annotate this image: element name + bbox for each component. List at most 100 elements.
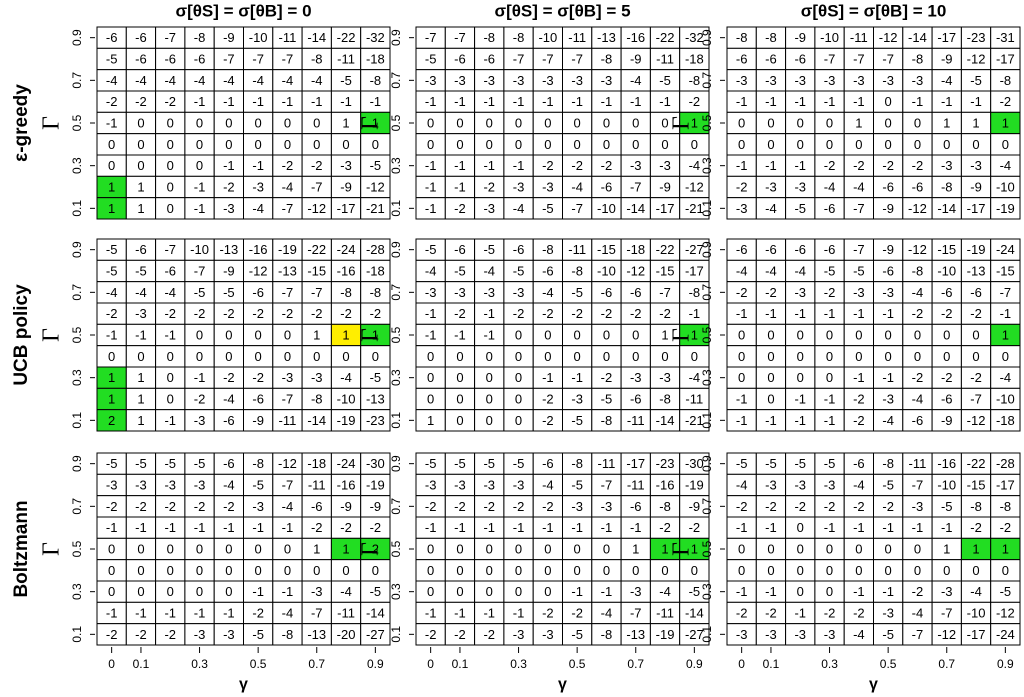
cell-value: -5 (483, 456, 495, 471)
cell-value: -4 (340, 370, 352, 385)
cell-value: -1 (164, 520, 176, 535)
cell-value: -8 (1000, 499, 1012, 514)
row-title: Boltzmann (11, 500, 32, 597)
cell-value: 0 (603, 541, 610, 556)
cell-value: -19 (996, 201, 1015, 216)
y-tick-label: 0.1 (389, 200, 403, 217)
cell-value: -3 (659, 370, 671, 385)
cell-value: -1 (425, 520, 437, 535)
cell-value: 0 (137, 349, 144, 364)
cell-value: -13 (597, 30, 616, 45)
cell-value: -7 (425, 30, 437, 45)
cell-value: -1 (282, 584, 294, 599)
cell-value: 0 (972, 137, 979, 152)
cell-value: -1 (794, 605, 806, 620)
cell-value: 0 (515, 391, 522, 406)
cell-value: -2 (630, 306, 642, 321)
cell-value: -5 (513, 456, 525, 471)
cell-value: -1 (941, 94, 953, 109)
cell-value: -1 (941, 520, 953, 535)
cell-value: -9 (252, 413, 264, 428)
cell-value: 0 (738, 137, 745, 152)
cell-value: 1 (342, 541, 349, 556)
cell-value: 0 (486, 413, 493, 428)
cell-value: -9 (882, 201, 894, 216)
cell-value: -8 (194, 30, 206, 45)
cell-value: -2 (252, 605, 264, 620)
cell-value: -1 (736, 94, 748, 109)
cell-value: -1 (794, 306, 806, 321)
cell-value: -3 (630, 158, 642, 173)
cell-value: -2 (252, 306, 264, 321)
cell-value: -4 (571, 179, 583, 194)
cell-value: -10 (538, 30, 557, 45)
cell-value: -14 (937, 201, 956, 216)
cell-value: -3 (912, 73, 924, 88)
cell-value: 0 (544, 349, 551, 364)
cell-value: 1 (108, 201, 115, 216)
cell-value: -3 (483, 477, 495, 492)
cell-value: -5 (194, 285, 206, 300)
cell-value: -1 (483, 306, 495, 321)
cell-value: -4 (282, 499, 294, 514)
cell-value: -4 (542, 477, 554, 492)
cell-value: 0 (313, 115, 320, 130)
cell-value: -2 (571, 605, 583, 620)
cell-value: 0 (826, 327, 833, 342)
cell-value: -2 (135, 499, 147, 514)
cell-value: -1 (513, 94, 525, 109)
cell-value: -13 (219, 242, 238, 257)
cell-value: -9 (340, 179, 352, 194)
cell-value: 0 (515, 115, 522, 130)
cell-value: -1 (659, 94, 671, 109)
cell-value: -22 (656, 30, 675, 45)
cell-value: -5 (106, 263, 118, 278)
y-tick-label: 0.1 (70, 626, 84, 643)
y-tick-label: 0.5 (70, 114, 84, 131)
cell-value: -4 (542, 285, 554, 300)
cell-value: -1 (853, 520, 865, 535)
cell-value: 0 (885, 349, 892, 364)
cell-value: -3 (659, 158, 671, 173)
cell-value: -4 (882, 413, 894, 428)
cell-value: -2 (135, 94, 147, 109)
cell-value: -3 (223, 627, 235, 642)
cell-value: 0 (137, 115, 144, 130)
cell-value: -2 (824, 499, 836, 514)
cell-value: -1 (736, 584, 748, 599)
cell-value: -1 (736, 413, 748, 428)
cell-value: -6 (454, 242, 466, 257)
y-tick-label: 0.3 (389, 157, 403, 174)
cell-value: 0 (826, 563, 833, 578)
cell-value: -1 (765, 158, 777, 173)
cell-value: -2 (370, 520, 382, 535)
cell-value: 0 (372, 137, 379, 152)
cell-value: -1 (425, 327, 437, 342)
cell-value: 0 (284, 563, 291, 578)
cell-value: -4 (513, 201, 525, 216)
cell-value: -2 (601, 370, 613, 385)
cell-value: -4 (853, 627, 865, 642)
cell-value: -1 (425, 201, 437, 216)
cell-value: -2 (542, 306, 554, 321)
y-axis-label: Γ (39, 542, 65, 556)
x-tick-label: 0.7 (308, 657, 325, 671)
cell-value: -7 (882, 51, 894, 66)
cell-value: -10 (337, 391, 356, 406)
cell-value: 0 (797, 137, 804, 152)
cell-value: -8 (483, 30, 495, 45)
cell-value: 0 (108, 584, 115, 599)
cell-value: -5 (853, 263, 865, 278)
cell-value: -1 (454, 520, 466, 535)
cell-value: -2 (252, 370, 264, 385)
cell-value: 1 (972, 541, 979, 556)
cell-value: -3 (571, 391, 583, 406)
cell-value: 0 (797, 327, 804, 342)
cell-value: -11 (656, 605, 674, 620)
y-tick-label: 0.9 (700, 455, 714, 472)
cell-value: -4 (135, 285, 147, 300)
cell-value: 0 (826, 584, 833, 599)
cell-value: -7 (282, 391, 294, 406)
cell-value: -7 (601, 477, 613, 492)
cell-value: -30 (366, 456, 385, 471)
